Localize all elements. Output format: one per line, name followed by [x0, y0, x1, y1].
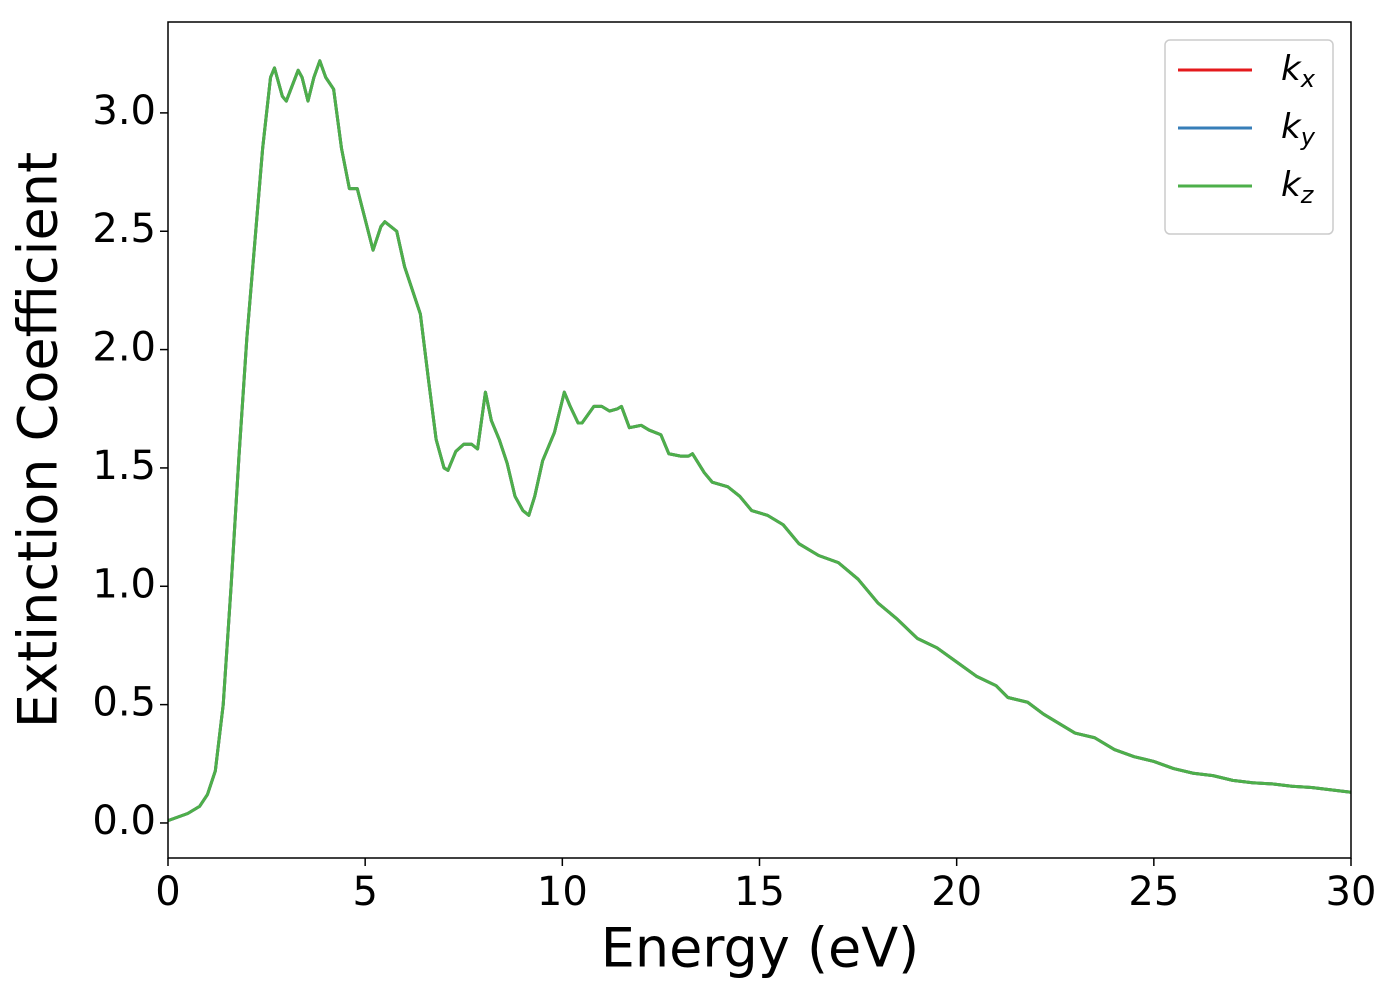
x-tick-label: 10	[537, 869, 588, 915]
y-tick-label: 2.5	[92, 206, 156, 252]
x-tick-label: 20	[931, 869, 982, 915]
legend-label: kz	[1281, 165, 1315, 210]
y-tick-label: 1.5	[92, 443, 156, 489]
legend-label: ky	[1281, 107, 1316, 152]
plot-frame	[167, 21, 1352, 859]
y-tick-label: 0.0	[92, 798, 156, 844]
x-tick-label: 30	[1326, 869, 1377, 915]
x-tick-label: 5	[352, 869, 377, 915]
y-axis-label: Extinction Coefficient	[7, 152, 70, 728]
y-tick-label: 1.0	[92, 561, 156, 607]
x-tick-label: 25	[1128, 869, 1179, 915]
y-tick-label: 3.0	[92, 88, 156, 134]
y-tick-label: 2.0	[92, 325, 156, 371]
x-tick-label: 15	[734, 869, 785, 915]
legend-label: kx	[1281, 49, 1316, 94]
x-axis-label: Energy (eV)	[601, 917, 920, 980]
series-line	[167, 59, 1352, 823]
y-tick-label: 0.5	[92, 680, 156, 726]
x-tick-label: 0	[155, 869, 180, 915]
